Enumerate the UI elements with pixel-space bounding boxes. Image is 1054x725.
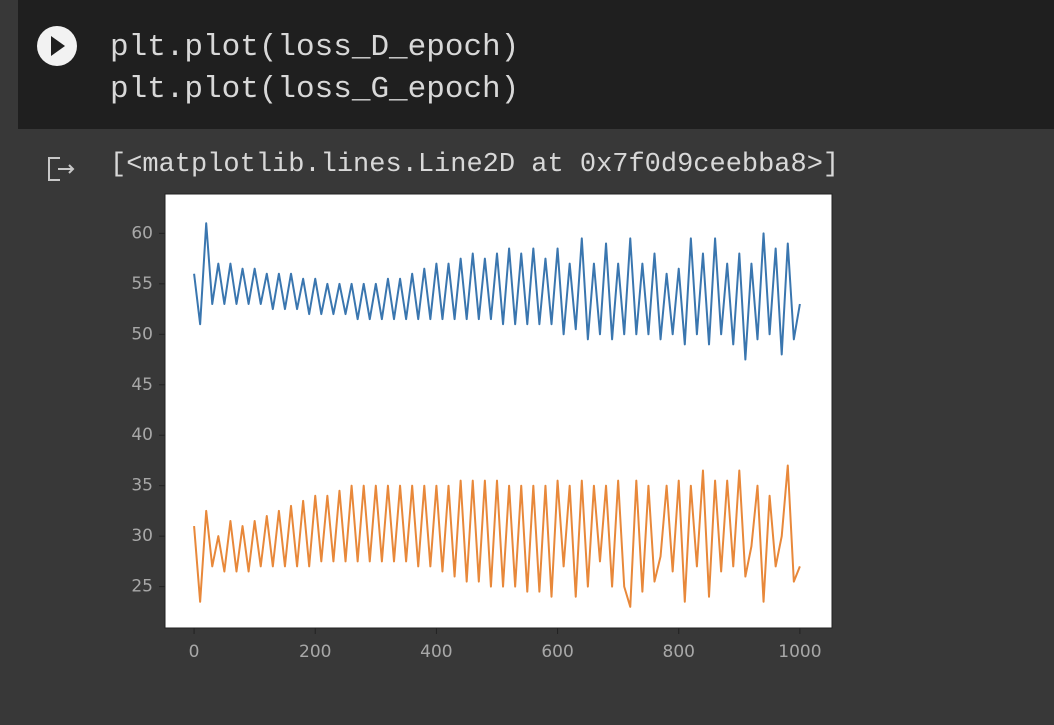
run-button[interactable] (37, 26, 77, 66)
x-tick-label: 200 (299, 642, 331, 662)
y-tick-label: 40 (131, 425, 153, 445)
data-line (193, 464, 801, 608)
x-tick-label: 1000 (778, 642, 821, 662)
x-tick-label: 600 (541, 642, 573, 662)
output-icon[interactable] (48, 157, 75, 181)
y-tick-label: 45 (131, 375, 153, 395)
plot-area (164, 193, 833, 629)
y-tick-label: 35 (131, 476, 153, 496)
x-tick-label: 400 (420, 642, 452, 662)
code-cell (18, 0, 1054, 129)
data-line (193, 222, 801, 361)
y-tick-label: 25 (131, 577, 153, 597)
code-line: plt.plot(loss_G_epoch) (110, 72, 519, 107)
code-line: plt.plot(loss_D_epoch) (110, 30, 519, 65)
x-tick-label: 800 (663, 642, 695, 662)
y-tick-label: 50 (131, 324, 153, 344)
output-text: [<matplotlib.lines.Line2D at 0x7f0d9ceeb… (110, 150, 839, 180)
y-tick-label: 30 (131, 526, 153, 546)
y-tick-label: 55 (131, 274, 153, 294)
x-tick-label: 0 (189, 642, 200, 662)
y-tick-label: 60 (131, 223, 153, 243)
